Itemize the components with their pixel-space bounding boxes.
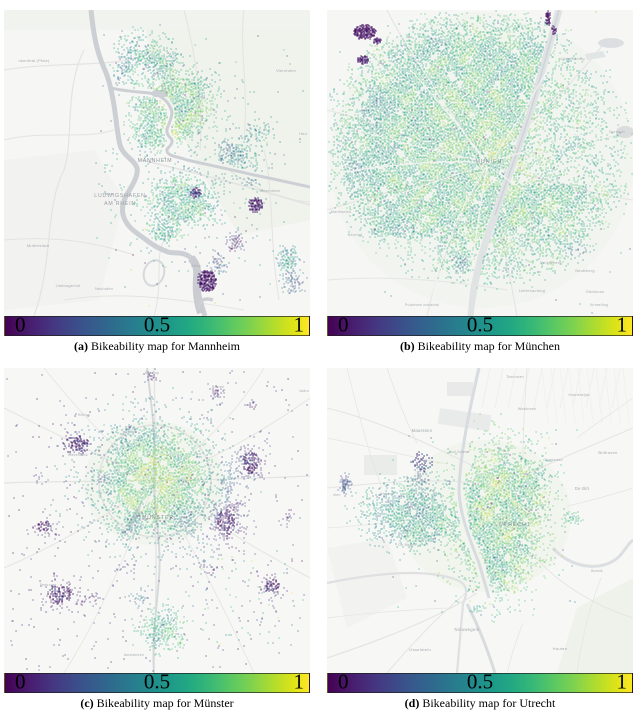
svg-text:MUNICH: MUNICH [476, 159, 503, 165]
svg-text:Martinsried: Martinsried [331, 210, 351, 214]
svg-text:Dornach: Dornach [609, 130, 625, 134]
svg-text:Hültrup: Hültrup [78, 413, 90, 417]
svg-text:Bilthoven: Bilthoven [598, 450, 617, 455]
svg-text:Putzbrunn industrial: Putzbrunn industrial [405, 303, 439, 307]
svg-text:Croeselaan: Croeselaan [543, 458, 562, 462]
svg-text:Raeren: Raeren [212, 385, 224, 389]
svg-text:Bunnik: Bunnik [591, 569, 603, 573]
svg-text:Hoarterwijck: Hoarterwijck [568, 393, 589, 397]
svg-text:De Bilt: De Bilt [575, 486, 590, 491]
svg-text:Maarssen: Maarssen [412, 428, 433, 433]
svg-text:Vadru: Vadru [299, 389, 309, 393]
svg-text:Unterhaching: Unterhaching [519, 288, 545, 293]
svg-text:Vleuten: Vleuten [380, 492, 394, 496]
svg-text:Hed: Hed [299, 132, 307, 136]
svg-text:Mutterstadt: Mutterstadt [27, 243, 50, 248]
svg-text:Sentruper: Sentruper [40, 583, 57, 587]
svg-text:De Meern: De Meern [398, 543, 415, 547]
svg-text:Sandrup: Sandrup [145, 371, 159, 375]
svg-text:Westbroek: Westbroek [518, 407, 536, 411]
svg-text:MANNHEIM: MANNHEIM [138, 158, 173, 164]
svg-text:elen: elen [333, 493, 340, 497]
svg-text:Kirrwelling: Kirrwelling [590, 303, 608, 307]
svg-text:IJsselstein: IJsselstein [409, 647, 431, 652]
svg-text:Neuried: Neuried [348, 233, 363, 237]
svg-text:MÜNSTER: MÜNSTER [142, 514, 174, 521]
svg-text:Neuhofen: Neuhofen [95, 287, 113, 291]
svg-text:Ottobrunn: Ottobrunn [586, 290, 605, 294]
svg-text:Oud Zuilen: Oud Zuilen [449, 450, 468, 454]
svg-text:Amelsbüren: Amelsbüren [124, 653, 144, 657]
svg-text:Unterföhring: Unterföhring [561, 57, 584, 61]
svg-text:Unterbiberg: Unterbiberg [541, 261, 562, 265]
svg-text:Tienhoven: Tienhoven [506, 375, 524, 379]
svg-text:UTRECHT: UTRECHT [499, 522, 531, 528]
svg-text:friesenheim: friesenheim [260, 189, 281, 193]
svg-text:Neubiberg: Neubiberg [575, 269, 594, 273]
svg-text:Viernheim: Viernheim [276, 68, 296, 73]
svg-text:Altrip: Altrip [191, 264, 201, 268]
svg-text:LUDWIGSHAFEN: LUDWIGSHAFEN [94, 193, 145, 199]
svg-text:Houten: Houten [553, 646, 568, 651]
svg-text:Nieuwegein: Nieuwegein [455, 627, 480, 632]
svg-text:Gievenbeck: Gievenbeck [68, 453, 88, 457]
svg-text:AM RHEIN: AM RHEIN [104, 201, 136, 207]
svg-text:nkenthal (Pfalz): nkenthal (Pfalz) [19, 58, 50, 63]
svg-text:Limburgerhof: Limburgerhof [56, 284, 82, 288]
